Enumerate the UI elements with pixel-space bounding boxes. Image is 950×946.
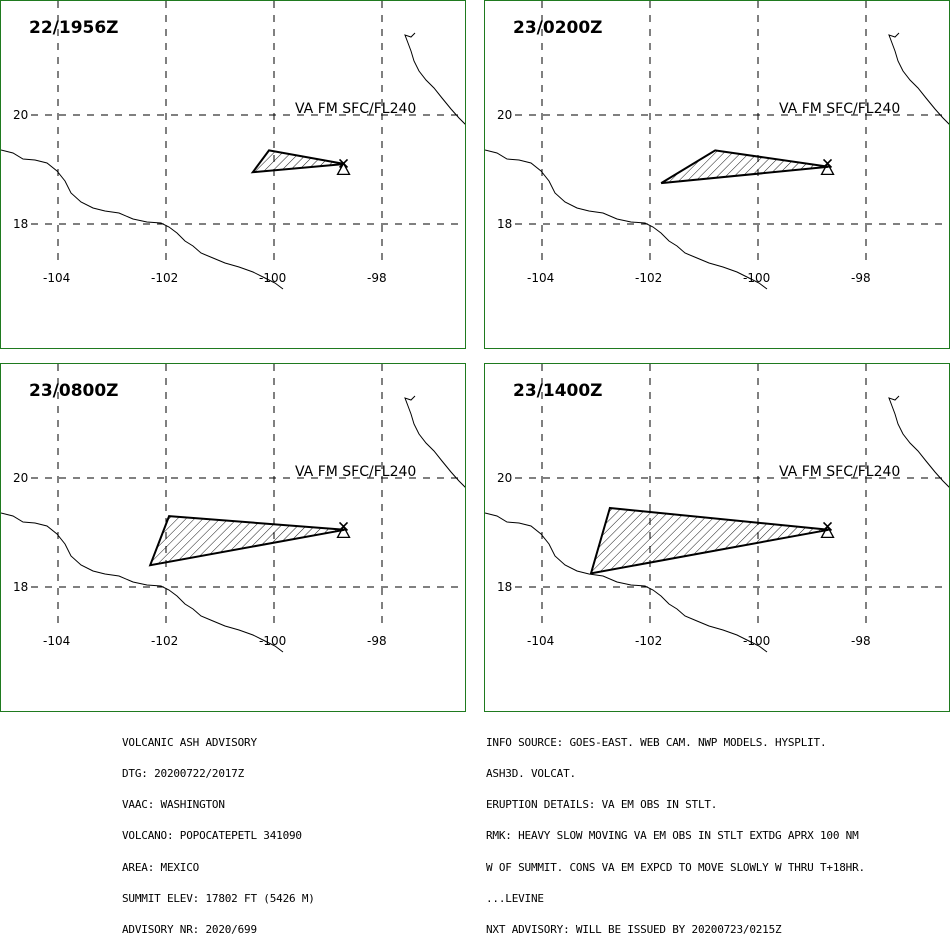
- map-canvas: -104 -102 -100 -98 20 18 VA FM SFC/FL240: [485, 364, 949, 653]
- coastline: [404, 32, 465, 125]
- advisory-line: VOLCANO: POPOCATEPETL 341090: [122, 829, 302, 843]
- advisory-remarks-block: INFO SOURCE: GOES-EAST. WEB CAM. NWP MOD…: [486, 717, 865, 946]
- latitude-tick-label: 20: [13, 108, 28, 122]
- advisory-line: DTG: 20200722/2017Z: [122, 767, 245, 781]
- longitude-tick-label: -98: [851, 271, 871, 285]
- longitude-tick-label: -104: [43, 634, 70, 648]
- longitude-tick-label: -102: [635, 634, 662, 648]
- advisory-line: AREA: MEXICO: [122, 860, 200, 874]
- longitude-tick-label: -100: [743, 271, 770, 285]
- longitude-tick-label: -98: [851, 634, 871, 648]
- panel-time-title: 23/0800Z: [29, 381, 119, 401]
- forecast-panel: -104 -102 -100 -98 20 18 VA FM SFC/FL240 22/195…: [0, 0, 466, 349]
- ash-cloud-polygon: [148, 515, 345, 567]
- latitude-tick-label: 20: [497, 471, 512, 485]
- latitude-tick-label: 18: [497, 217, 512, 231]
- advisory-line: NXT ADVISORY: WILL BE ISSUED BY 20200723…: [486, 923, 782, 937]
- longitude-tick-label: -104: [527, 634, 554, 648]
- longitude-tick-label: -100: [259, 271, 286, 285]
- va-level-label: VA FM SFC/FL240: [295, 101, 416, 117]
- longitude-tick-label: -102: [151, 634, 178, 648]
- va-level-label: VA FM SFC/FL240: [779, 101, 900, 117]
- volcano-triangle-icon: [336, 525, 351, 539]
- ash-cloud-polygon: [589, 506, 829, 575]
- latitude-tick-label: 18: [13, 217, 28, 231]
- longitude-tick-label: -100: [259, 634, 286, 648]
- coastline: [888, 32, 949, 125]
- coastline: [1, 149, 284, 290]
- panel-time-title: 23/1400Z: [513, 381, 603, 401]
- advisory-header-block: VOLCANIC ASH ADVISORY DTG: 20200722/2017…: [122, 717, 315, 946]
- forecast-panel: -104 -102 -100 -98 20 18 VA FM SFC/FL240 23/020…: [484, 0, 950, 349]
- longitude-tick-label: -98: [367, 271, 387, 285]
- volcano-triangle-icon: [336, 162, 351, 176]
- advisory-line: SUMMIT ELEV: 17802 FT (5426 M): [122, 891, 315, 905]
- eruption-cross-icon: [338, 521, 349, 531]
- eruption-cross-icon: [822, 158, 833, 168]
- longitude-tick-label: -102: [151, 271, 178, 285]
- advisory-line: RMK: HEAVY SLOW MOVING VA EM OBS IN STLT…: [486, 829, 859, 843]
- latitude-tick-label: 20: [497, 108, 512, 122]
- eruption-cross-icon: [338, 158, 349, 168]
- coastline: [485, 512, 768, 653]
- longitude-tick-label: -98: [367, 634, 387, 648]
- advisory-line: ERUPTION DETAILS: VA EM OBS IN STLT.: [486, 798, 718, 812]
- volcano-triangle-icon: [820, 525, 835, 539]
- ash-cloud-polygon: [250, 149, 345, 174]
- map-canvas: -104 -102 -100 -98 20 18 VA FM SFC/FL240: [1, 364, 465, 653]
- advisory-line: ASH3D. VOLCAT.: [486, 767, 576, 781]
- coastline: [888, 395, 949, 488]
- map-canvas: -104 -102 -100 -98 20 18 VA FM SFC/FL240: [1, 1, 465, 290]
- advisory-line: VOLCANIC ASH ADVISORY: [122, 735, 257, 749]
- volcano-triangle-icon: [820, 162, 835, 176]
- latitude-tick-label: 18: [13, 580, 28, 594]
- forecast-panel: -104 -102 -100 -98 20 18 VA FM SFC/FL240 23/080…: [0, 363, 466, 712]
- advisory-line: ...LEVINE: [486, 891, 544, 905]
- coastline: [485, 149, 768, 290]
- ash-cloud-polygon: [660, 149, 829, 185]
- longitude-tick-label: -104: [43, 271, 70, 285]
- longitude-tick-label: -104: [527, 271, 554, 285]
- advisory-line: INFO SOURCE: GOES-EAST. WEB CAM. NWP MOD…: [486, 735, 827, 749]
- longitude-tick-label: -100: [743, 634, 770, 648]
- forecast-panel: -104 -102 -100 -98 20 18 VA FM SFC/FL240 23/140…: [484, 363, 950, 712]
- panel-time-title: 23/0200Z: [513, 18, 603, 38]
- va-level-label: VA FM SFC/FL240: [779, 464, 900, 480]
- eruption-cross-icon: [822, 521, 833, 531]
- panel-time-title: 22/1956Z: [29, 18, 119, 38]
- advisory-line: ADVISORY NR: 2020/699: [122, 923, 257, 937]
- advisory-line: W OF SUMMIT. CONS VA EM EXPCD TO MOVE SL…: [486, 860, 865, 874]
- latitude-tick-label: 18: [497, 580, 512, 594]
- va-level-label: VA FM SFC/FL240: [295, 464, 416, 480]
- latitude-tick-label: 20: [13, 471, 28, 485]
- longitude-tick-label: -102: [635, 271, 662, 285]
- coastline: [404, 395, 465, 488]
- coastline: [1, 512, 284, 653]
- map-canvas: -104 -102 -100 -98 20 18 VA FM SFC/FL240: [485, 1, 949, 290]
- advisory-line: VAAC: WASHINGTON: [122, 798, 225, 812]
